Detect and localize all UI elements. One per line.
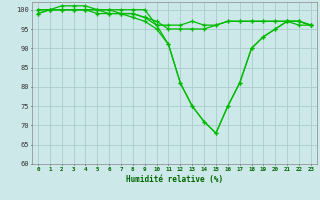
X-axis label: Humidité relative (%): Humidité relative (%) [126,175,223,184]
